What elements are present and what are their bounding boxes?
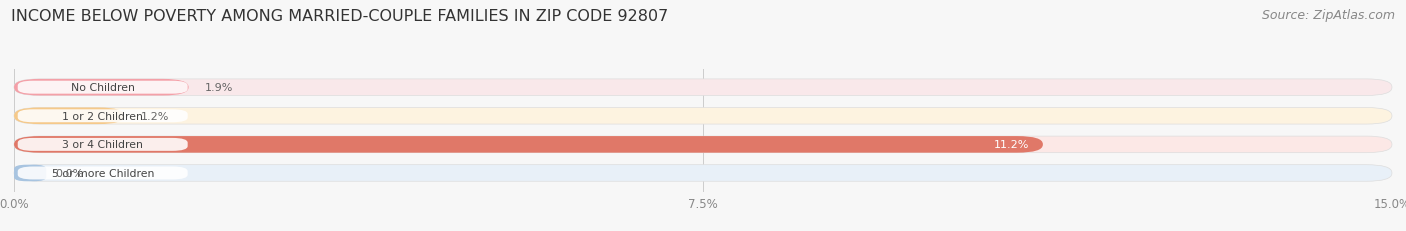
- FancyBboxPatch shape: [14, 79, 1392, 96]
- Text: 1.2%: 1.2%: [141, 111, 169, 121]
- Text: 11.2%: 11.2%: [994, 140, 1029, 150]
- Text: 1.9%: 1.9%: [205, 83, 233, 93]
- FancyBboxPatch shape: [18, 167, 187, 180]
- Text: INCOME BELOW POVERTY AMONG MARRIED-COUPLE FAMILIES IN ZIP CODE 92807: INCOME BELOW POVERTY AMONG MARRIED-COUPL…: [11, 9, 668, 24]
- FancyBboxPatch shape: [14, 79, 188, 96]
- FancyBboxPatch shape: [14, 108, 124, 125]
- Text: No Children: No Children: [70, 83, 135, 93]
- FancyBboxPatch shape: [14, 165, 46, 182]
- FancyBboxPatch shape: [14, 108, 1392, 125]
- FancyBboxPatch shape: [18, 81, 187, 94]
- FancyBboxPatch shape: [18, 138, 187, 151]
- Text: 0.0%: 0.0%: [55, 168, 83, 178]
- Text: Source: ZipAtlas.com: Source: ZipAtlas.com: [1261, 9, 1395, 22]
- FancyBboxPatch shape: [18, 110, 187, 123]
- Text: 5 or more Children: 5 or more Children: [52, 168, 153, 178]
- Text: 3 or 4 Children: 3 or 4 Children: [62, 140, 143, 150]
- Text: 1 or 2 Children: 1 or 2 Children: [62, 111, 143, 121]
- FancyBboxPatch shape: [14, 165, 1392, 182]
- FancyBboxPatch shape: [14, 137, 1392, 153]
- FancyBboxPatch shape: [14, 137, 1043, 153]
